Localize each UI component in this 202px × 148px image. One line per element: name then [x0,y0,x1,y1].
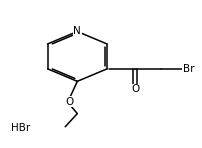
Text: O: O [65,96,73,107]
Text: Br: Br [182,64,193,74]
Text: N: N [73,26,81,37]
Text: O: O [130,84,139,94]
Text: HBr: HBr [11,123,30,133]
